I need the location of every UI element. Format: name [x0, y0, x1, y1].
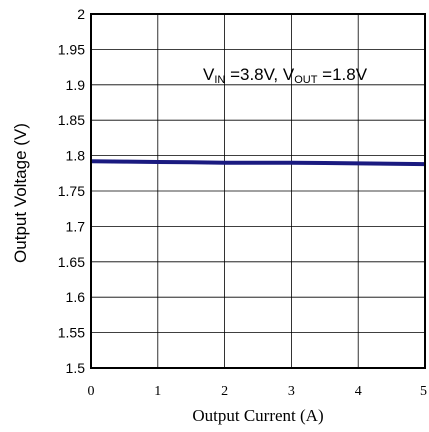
x-tick-label: 5 — [420, 384, 427, 399]
y-axis-label: Output Voltage (V) — [11, 123, 30, 263]
vin-symbol: V — [203, 65, 215, 84]
x-tick-labels: 0 1 2 3 4 5 — [88, 384, 428, 399]
x-tick-label: 2 — [221, 384, 228, 399]
y-tick-label: 1.5 — [66, 360, 86, 376]
y-tick-label: 1.9 — [66, 77, 86, 93]
y-tick-label: 1.55 — [58, 325, 85, 341]
vout-subscript: OUT — [294, 74, 318, 86]
y-tick-label: 1.8 — [66, 148, 86, 164]
y-tick-label: 1.7 — [66, 218, 86, 234]
condition-annotation: VIN =3.8V, VOUT =1.8V — [203, 65, 368, 86]
vin-subscript: IN — [214, 74, 225, 86]
vout-symbol: V — [283, 65, 295, 84]
y-tick-label: 1.6 — [66, 289, 86, 305]
vout-value: =1.8V — [317, 65, 367, 84]
series-line — [90, 159, 426, 167]
y-tick-label: 1.65 — [58, 254, 85, 270]
y-tick-label: 1.95 — [58, 41, 85, 57]
y-tick-label: 2 — [77, 6, 85, 22]
vin-value: =3.8V, — [225, 65, 283, 84]
plot-frame — [90, 13, 426, 369]
y-tick-label: 1.85 — [58, 112, 85, 128]
x-tick-label: 3 — [288, 384, 295, 399]
x-tick-label: 1 — [154, 384, 161, 399]
x-tick-label: 4 — [355, 384, 362, 399]
y-tick-label: 1.75 — [58, 183, 85, 199]
x-axis-label: Output Current (A) — [192, 406, 323, 425]
y-tick-labels: 2 1.95 1.9 1.85 1.8 1.75 1.7 1.65 1.6 1.55 1.5 — [58, 6, 85, 376]
series-layer — [90, 159, 426, 167]
x-tick-label: 0 — [88, 384, 95, 399]
